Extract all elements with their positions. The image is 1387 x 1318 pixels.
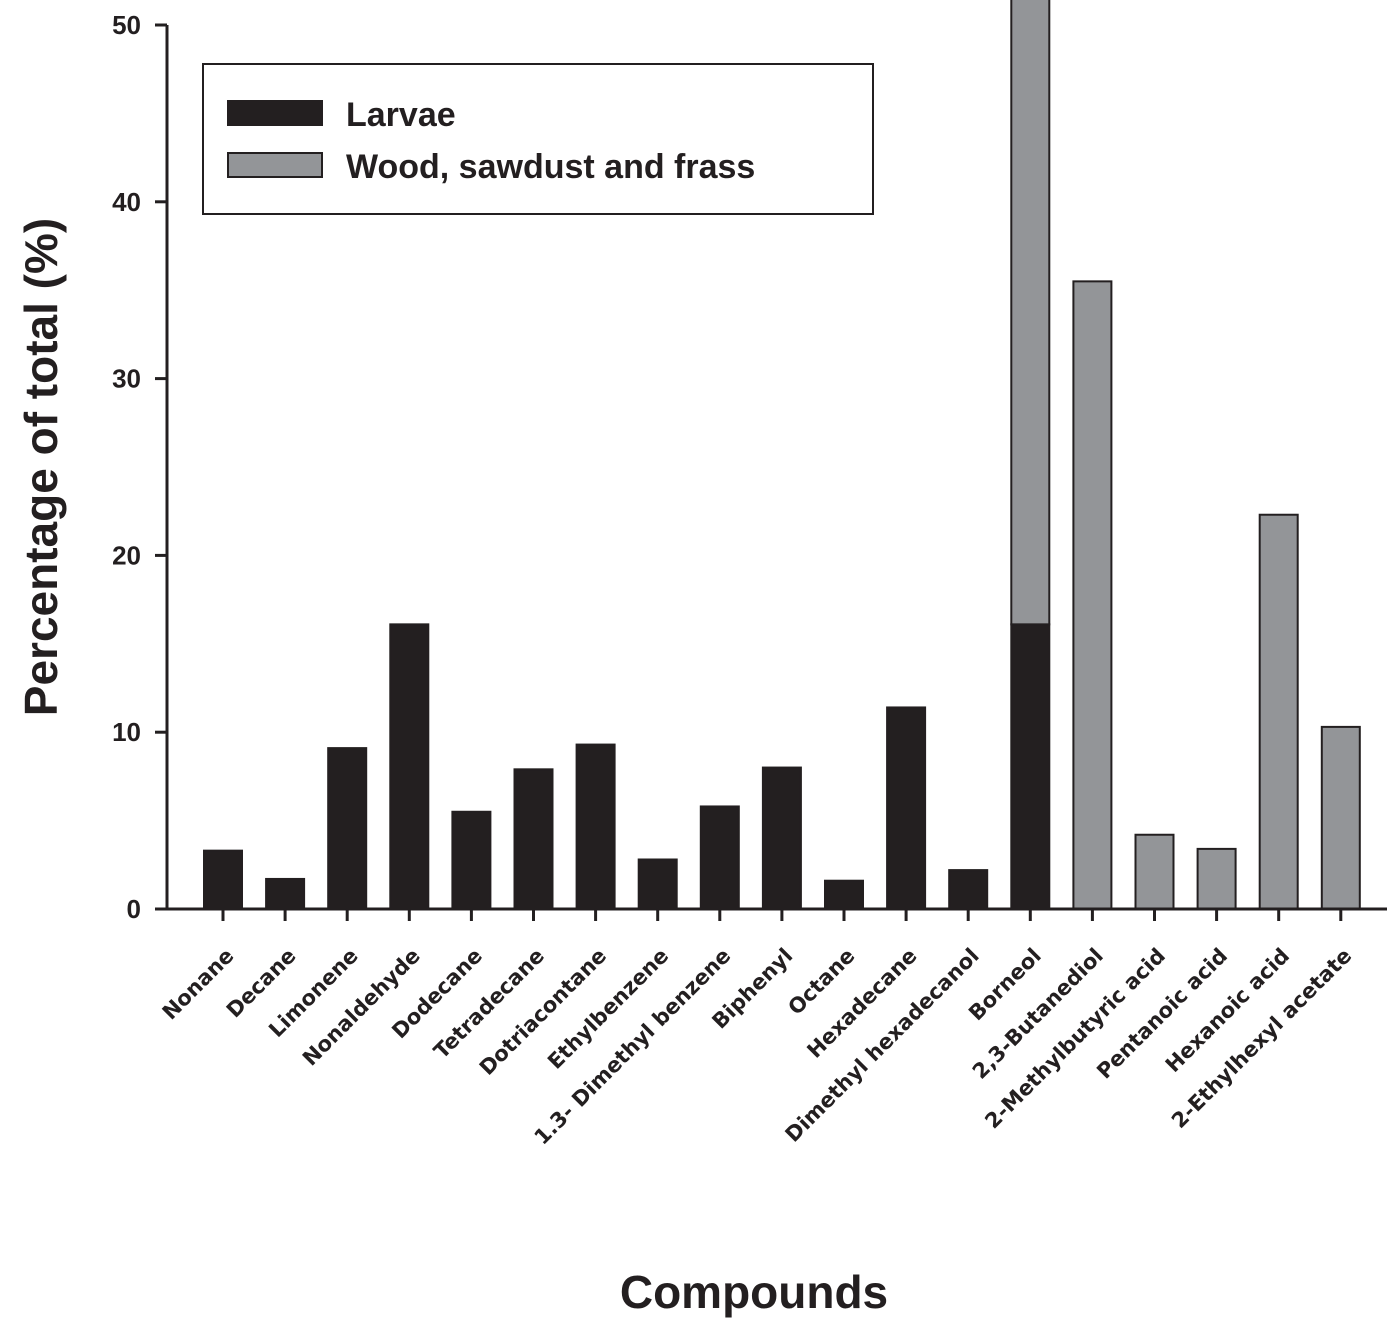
x-tick-label: Hexadecane (802, 944, 921, 1063)
y-tick-label: 50 (112, 10, 141, 40)
y-tick-label: 0 (127, 894, 141, 924)
y-ticks-group: 0 10 20 30 40 50 (112, 10, 167, 924)
bar-larvae-3 (389, 623, 430, 910)
legend-swatch-wood-sawdust-frass (227, 152, 323, 178)
bar-larvae-7 (637, 858, 678, 910)
bar-larvae-5 (513, 768, 554, 910)
bar-larvae-4 (451, 810, 492, 911)
y-axis-title: Percentage of total (%) (15, 218, 67, 716)
bar-wood-16 (1196, 847, 1237, 910)
legend-swatch-larvae (227, 100, 323, 126)
y-tick-label: 40 (112, 187, 141, 217)
axes-group (165, 25, 1387, 911)
y-tick-label: 30 (112, 364, 141, 394)
bar-wood-15 (1134, 833, 1175, 911)
x-tick-label: Nonane (158, 944, 239, 1025)
bar-larvae-6 (575, 743, 616, 910)
bar-larvae-13 (1010, 623, 1051, 910)
bar-wood-14 (1072, 280, 1113, 910)
bar-larvae-9 (761, 766, 802, 910)
bar-wood-18 (1320, 725, 1361, 910)
bar-larvae-10 (824, 879, 864, 910)
x-tick-labels-group: NonaneDecaneLimoneneNonaldehydeDodecaneT… (158, 909, 1356, 1149)
x-tick-label: Tetradecane (429, 944, 549, 1064)
legend-label-wood-sawdust-frass: Wood, sawdust and frass (346, 148, 755, 186)
bar-wood-17 (1258, 513, 1299, 911)
bar-larvae-8 (699, 805, 740, 910)
y-tick-label: 20 (112, 540, 141, 570)
bar-larvae-11 (886, 706, 927, 910)
x-axis-title: Compounds (620, 1266, 888, 1318)
legend: Larvae Wood, sawdust and frass (202, 63, 874, 215)
legend-label-larvae: Larvae (346, 96, 456, 134)
bar-wood-13 (1010, 0, 1051, 626)
y-tick-label: 10 (112, 717, 141, 747)
bar-larvae-12 (948, 869, 989, 911)
bar-larvae-0 (203, 849, 243, 911)
legend-box (202, 63, 874, 215)
bars-group (203, 0, 1361, 911)
bar-larvae-1 (265, 877, 306, 910)
bar-larvae-2 (327, 747, 368, 910)
